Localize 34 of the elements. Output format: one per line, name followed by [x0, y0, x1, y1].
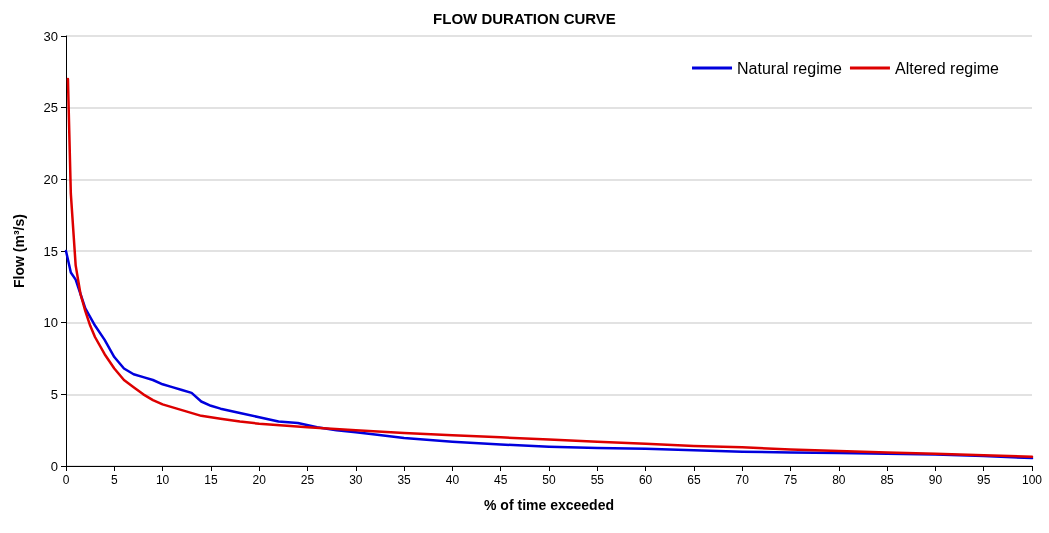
x-tick-label: 70 — [735, 473, 750, 487]
y-tick-label: 10 — [43, 315, 58, 331]
x-tick-label: 15 — [204, 473, 218, 487]
x-tick-label: 65 — [687, 473, 701, 487]
x-tick-label: 5 — [110, 473, 118, 487]
x-tick-label: 25 — [300, 473, 315, 487]
line-series — [66, 77, 1034, 458]
x-tick-label: 90 — [928, 473, 943, 487]
x-tick-label: 35 — [397, 473, 412, 487]
x-tick-label: 55 — [590, 473, 605, 487]
y-tick-label: 30 — [43, 28, 58, 44]
x-tick-label: 60 — [638, 473, 653, 487]
x-tick-label: 45 — [494, 473, 508, 487]
chart-title: FLOW DURATION CURVE — [433, 10, 616, 27]
y-tick-label: 20 — [43, 171, 58, 187]
x-tick-label: 0 — [62, 473, 70, 487]
x-tick-label: 80 — [832, 473, 846, 487]
x-tick-label: 10 — [155, 473, 170, 487]
x-tick-label: 20 — [252, 473, 267, 487]
x-tick-label: 75 — [783, 473, 798, 487]
x-tick-label: 50 — [542, 473, 556, 487]
x-tick-label: 40 — [445, 473, 460, 487]
y-tick-label: 25 — [43, 100, 58, 116]
legend-label: Altered regime — [894, 59, 1000, 77]
x-tick-label: 100 — [1021, 473, 1043, 487]
y-axis-title: Flow (m³/s) — [11, 214, 27, 288]
legend-label: Natural regime — [737, 59, 843, 77]
y-tick-label: 15 — [43, 243, 58, 259]
x-tick-label: 95 — [977, 473, 991, 487]
y-tick-label: 0 — [50, 458, 58, 474]
x-tick-label: 30 — [349, 473, 363, 487]
y-tick-label: 5 — [50, 386, 58, 402]
x-tick-label: 85 — [880, 473, 895, 487]
x-axis-title: % of time exceeded — [484, 497, 614, 513]
